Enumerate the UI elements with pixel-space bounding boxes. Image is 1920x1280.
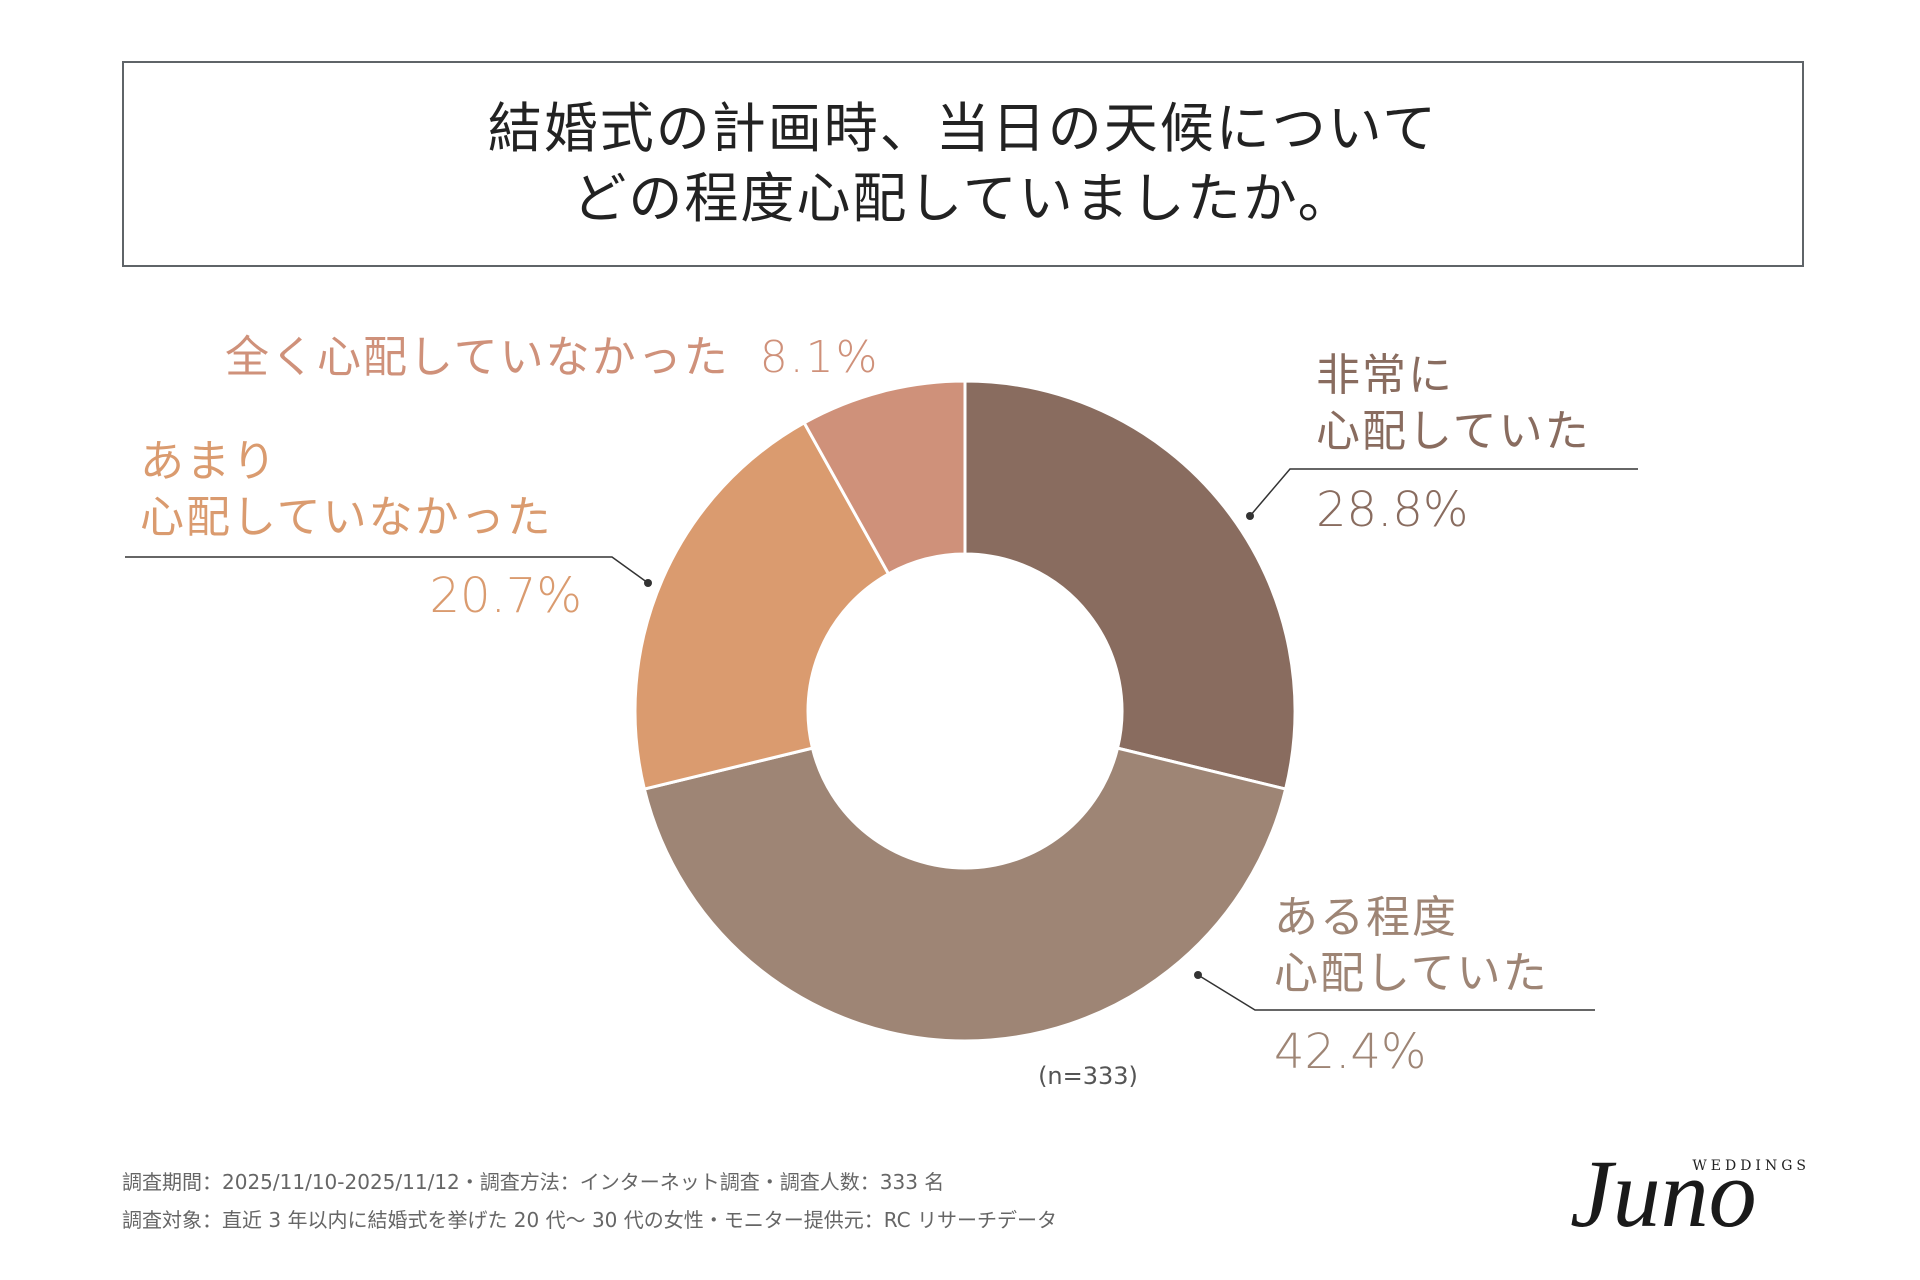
page-title-line-1: 結婚式の計画時、当日の天候について [487, 97, 1439, 160]
label-not-at-all-text: 全く心配していなかった [225, 332, 730, 383]
label-very-line1: 非常に [1316, 350, 1454, 401]
label-somewhat-line1: ある程度 [1274, 892, 1458, 943]
slice-not-much [633, 420, 891, 791]
value-label-not-at-all: 8.1% [760, 332, 880, 383]
leader-dot-not-much [644, 579, 652, 587]
leader-dot-very [1246, 512, 1254, 520]
leader-lines [125, 468, 1638, 1011]
label-very-line2: 心配していた [1316, 406, 1591, 457]
value-label-not-much: 20.7% [430, 568, 582, 624]
leader-line-somewhat [1197, 974, 1595, 1011]
slice-somewhat [642, 746, 1288, 1043]
value-label-very: 28.8% [1316, 482, 1468, 538]
leader-dot-somewhat [1194, 971, 1202, 979]
leader-line-very [1249, 468, 1638, 517]
title-box: 結婚式の計画時、当日の天候について どの程度心配していましたか。 [122, 61, 1804, 267]
slice-labels: 非常に 心配していた 28.8% ある程度 心配していた 42.4% あまり 心… [140, 332, 1591, 1080]
logo-sub-text: WEDDINGS [1692, 1158, 1810, 1174]
label-not-at-all: 全く心配していなかった 8.1% [225, 332, 879, 383]
value-label-somewhat: 42.4% [1274, 1024, 1426, 1080]
leader-line-not-much [125, 556, 649, 584]
slice-not-at-all [802, 379, 967, 576]
logo-main-text: Juno [1570, 1140, 1757, 1240]
footer-survey-period: 調査期間：2025/11/10-2025/11/12・調査方法：インターネット調… [122, 1170, 945, 1194]
donut-slices [633, 379, 1297, 1043]
sample-size: (n=333) [1038, 1062, 1138, 1090]
page-title-line-2: どの程度心配していましたか。 [572, 167, 1354, 230]
juno-logo: WEDDINGS Juno [1570, 1140, 1810, 1240]
slice-very [963, 379, 1297, 791]
footer-survey-target: 調査対象：直近 3 年以内に結婚式を挙げた 20 代〜 30 代の女性・モニター… [122, 1208, 1057, 1232]
label-not-much-line1: あまり [140, 436, 278, 487]
label-not-much-line2: 心配していなかった [140, 492, 553, 543]
label-somewhat-line2: 心配していた [1274, 948, 1549, 999]
